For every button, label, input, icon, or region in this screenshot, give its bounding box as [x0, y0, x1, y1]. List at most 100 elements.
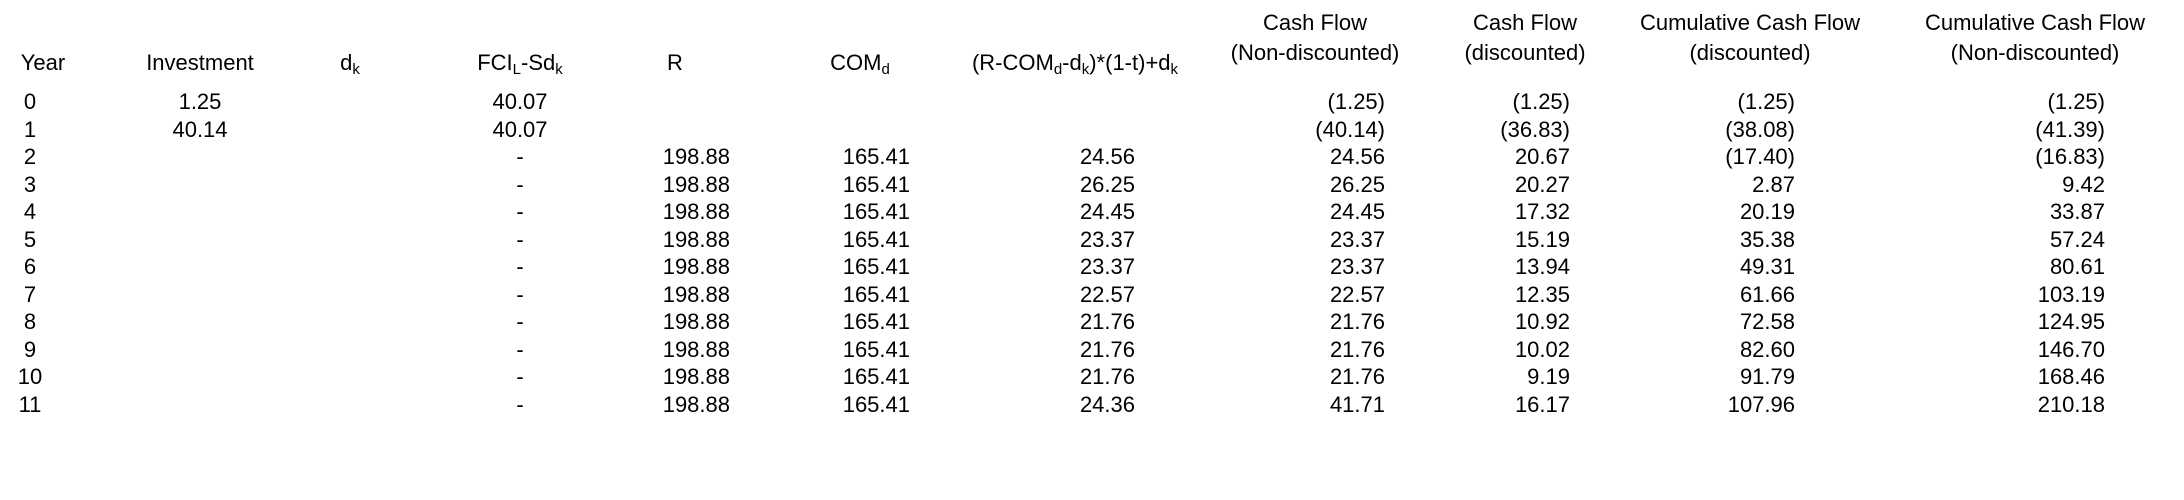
- cumulative-cash-flow-discounted-cell: 72.58: [1739, 309, 1795, 334]
- investment-cell: 1.25: [178, 89, 222, 114]
- header-dk-sub: k: [352, 61, 360, 78]
- fcl-sdk-cell: -: [516, 364, 524, 389]
- cumulative-cash-flow-non-discounted-cell: (16.83): [2035, 144, 2105, 169]
- cash-flow-non-discounted-cell: 21.76: [1329, 364, 1385, 389]
- cumulative-cash-flow-non-discounted-cell: 168.46: [2037, 364, 2105, 389]
- cumulative-cash-flow-non-discounted-cell: 9.42: [2062, 171, 2105, 197]
- cash-flow-discounted-cell: 16.17: [1514, 391, 1570, 417]
- comd-cell: 165.41: [842, 171, 910, 197]
- year-cell: 0: [23, 89, 37, 114]
- year-cell: 1: [23, 116, 37, 142]
- cumulative-cash-flow-discounted-cell: 49.31: [1739, 254, 1795, 279]
- header-formula: (R-COMd-dk)*(1-t)+dk: [950, 48, 1200, 78]
- revenue-cell: 198.88: [662, 254, 730, 279]
- cumulative-cash-flow-non-discounted-cell: 33.87: [2049, 199, 2105, 224]
- year-cell: 11: [18, 391, 42, 417]
- fcl-sdk-cell: -: [516, 391, 524, 417]
- fcl-sdk-cell: -: [516, 171, 524, 197]
- year-cell: 9: [23, 336, 37, 362]
- cumulative-cash-flow-discounted-cell: 82.60: [1739, 336, 1795, 362]
- year-cell: 2: [23, 144, 37, 169]
- after-tax-cash-cell: 23.37: [1079, 226, 1135, 252]
- revenue-cell: 198.88: [662, 281, 730, 307]
- cumulative-cash-flow-discounted-cell: 2.87: [1752, 171, 1795, 197]
- header-ccf-nd-line1: Cumulative Cash Flow: [1924, 10, 2146, 35]
- revenue-cell: 198.88: [662, 364, 730, 389]
- cash-flow-discounted-cell: 17.32: [1514, 199, 1570, 224]
- table-header: Year Investment dk FCIL-Sdk R COMd (R-CO…: [0, 8, 2184, 80]
- year-cell: 7: [23, 281, 37, 307]
- year-cell: 3: [23, 171, 37, 197]
- table-row: 5 - 198.88 165.41 23.37 23.37 15.19 35.38 57.24: [0, 226, 2184, 254]
- header-cf-nd-line1: Cash Flow: [1263, 10, 1367, 35]
- header-cf-d-line1: Cash Flow: [1473, 10, 1577, 35]
- revenue-cell: 198.88: [662, 309, 730, 334]
- cumulative-cash-flow-non-discounted-cell: 57.24: [2049, 226, 2105, 252]
- cumulative-cash-flow-discounted-cell: (38.08): [1725, 116, 1795, 142]
- cumulative-cash-flow-discounted-cell: 35.38: [1739, 226, 1795, 252]
- table-row: 11 - 198.88 165.41 24.36 41.71 16.17 107.96 210.…: [0, 391, 2184, 419]
- cash-flow-non-discounted-cell: 26.25: [1329, 171, 1385, 197]
- cash-flow-non-discounted-cell: 23.37: [1329, 226, 1385, 252]
- header-investment: Investment: [135, 48, 265, 78]
- after-tax-cash-cell: 24.56: [1079, 144, 1135, 169]
- header-formula-b: -d: [1062, 50, 1082, 75]
- header-comd-sub: d: [881, 61, 890, 78]
- cash-flow-discounted-cell: 12.35: [1514, 281, 1570, 307]
- revenue-cell: 198.88: [662, 226, 730, 252]
- table-row: 10 - 198.88 165.41 21.76 21.76 9.19 91.79 168.46: [0, 363, 2184, 391]
- table-row: 8 - 198.88 165.41 21.76 21.76 10.92 72.58 124.95: [0, 308, 2184, 336]
- header-formula-a: (R-COM: [971, 50, 1054, 75]
- cash-flow-non-discounted-cell: 24.45: [1329, 199, 1385, 224]
- after-tax-cash-cell: 23.37: [1079, 254, 1135, 279]
- header-r-label: R: [667, 50, 683, 75]
- fcl-sdk-cell: -: [516, 254, 524, 279]
- header-cf-nd-line2: (Non-discounted): [1230, 40, 1400, 65]
- fcl-sdk-cell: 40.07: [492, 116, 548, 142]
- comd-cell: 165.41: [842, 199, 910, 224]
- header-fcl-a-sub: L: [512, 61, 522, 78]
- comd-cell: 165.41: [842, 144, 910, 169]
- after-tax-cash-cell: 21.76: [1079, 336, 1135, 362]
- header-fcl-b: -Sd: [521, 50, 556, 75]
- cash-flow-non-discounted-cell: (1.25): [1327, 89, 1385, 114]
- after-tax-cash-cell: 21.76: [1079, 364, 1135, 389]
- revenue-cell: 198.88: [662, 171, 730, 197]
- header-fcl-a: FCI: [477, 50, 513, 75]
- header-cumulative-cash-flow-discounted: Cumulative Cash Flow (discounted): [1620, 8, 1880, 68]
- cumulative-cash-flow-discounted-cell: (17.40): [1725, 144, 1795, 169]
- comd-cell: 165.41: [842, 391, 910, 417]
- cash-flow-discounted-cell: 9.19: [1527, 364, 1570, 389]
- header-cumulative-cash-flow-non-discounted: Cumulative Cash Flow (Non-discounted): [1900, 8, 2170, 68]
- header-cf-d-line2: (discounted): [1464, 40, 1586, 65]
- revenue-cell: 198.88: [662, 336, 730, 362]
- table-row: 0 1.25 40.07 (1.25) (1.25) (1.25) (1.25): [0, 88, 2184, 116]
- header-cash-flow-non-discounted: Cash Flow (Non-discounted): [1210, 8, 1420, 68]
- fcl-sdk-cell: -: [516, 144, 524, 169]
- table-body: 0 1.25 40.07 (1.25) (1.25) (1.25) (1.25) 1 40.14…: [0, 88, 2184, 418]
- table-row: 3 - 198.88 165.41 26.25 26.25 20.27 2.87 9.42: [0, 171, 2184, 199]
- cash-flow-non-discounted-cell: (40.14): [1315, 116, 1385, 142]
- header-cash-flow-discounted: Cash Flow (discounted): [1440, 8, 1610, 68]
- cash-flow-discounted-cell: (1.25): [1512, 89, 1570, 114]
- comd-cell: 165.41: [842, 226, 910, 252]
- cash-flow-discounted-cell: 10.02: [1514, 336, 1570, 362]
- cash-flow-non-discounted-cell: 41.71: [1329, 391, 1385, 417]
- cumulative-cash-flow-non-discounted-cell: (41.39): [2035, 116, 2105, 142]
- header-ccf-d-line1: Cumulative Cash Flow: [1639, 10, 1861, 35]
- after-tax-cash-cell: 24.36: [1079, 391, 1135, 417]
- revenue-cell: 198.88: [662, 391, 730, 417]
- cash-flow-discounted-cell: 20.67: [1514, 144, 1570, 169]
- cash-flow-non-discounted-cell: 21.76: [1329, 336, 1385, 362]
- cumulative-cash-flow-non-discounted-cell: 124.95: [2037, 309, 2105, 334]
- revenue-cell: 198.88: [662, 199, 730, 224]
- after-tax-cash-cell: 21.76: [1079, 309, 1135, 334]
- cumulative-cash-flow-discounted-cell: 91.79: [1739, 364, 1795, 389]
- cash-flow-discounted-cell: 20.27: [1514, 171, 1570, 197]
- header-r: R: [635, 48, 715, 78]
- cash-flow-non-discounted-cell: 21.76: [1329, 309, 1385, 334]
- comd-cell: 165.41: [842, 254, 910, 279]
- cumulative-cash-flow-non-discounted-cell: 210.18: [2037, 391, 2105, 417]
- fcl-sdk-cell: 40.07: [492, 89, 548, 114]
